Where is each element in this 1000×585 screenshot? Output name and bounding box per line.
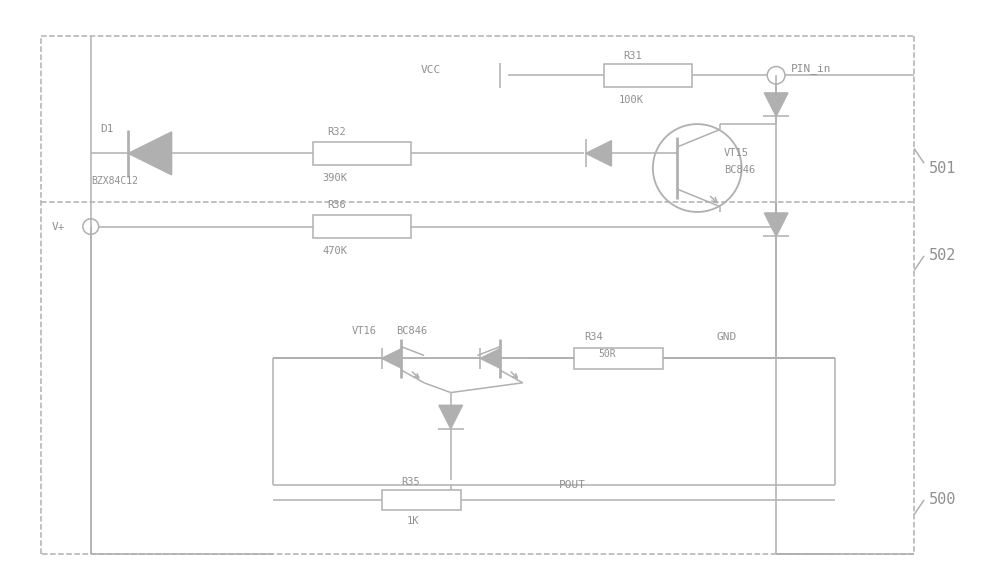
Polygon shape xyxy=(439,405,463,429)
Text: BZX84C12: BZX84C12 xyxy=(91,176,138,185)
Text: 470K: 470K xyxy=(322,246,348,256)
Text: V+: V+ xyxy=(51,222,65,232)
Text: 501: 501 xyxy=(929,160,956,176)
Text: POUT: POUT xyxy=(559,480,586,490)
Text: VT16: VT16 xyxy=(352,326,377,336)
Text: 390K: 390K xyxy=(322,173,348,183)
Polygon shape xyxy=(128,132,172,175)
Text: R35: R35 xyxy=(401,477,420,487)
Polygon shape xyxy=(480,349,500,368)
Text: VT15: VT15 xyxy=(724,149,749,159)
Bar xyxy=(382,490,461,510)
Text: GND: GND xyxy=(717,332,737,342)
Text: 100K: 100K xyxy=(618,95,643,105)
Text: R31: R31 xyxy=(623,51,642,61)
Text: PIN_in: PIN_in xyxy=(791,63,831,74)
Polygon shape xyxy=(382,349,401,368)
Text: BC846: BC846 xyxy=(396,326,428,336)
Bar xyxy=(313,215,411,238)
Text: 500: 500 xyxy=(929,493,956,507)
Text: D1: D1 xyxy=(101,124,114,134)
Polygon shape xyxy=(586,140,611,166)
Bar xyxy=(604,64,692,87)
Text: 502: 502 xyxy=(929,249,956,263)
Text: 1K: 1K xyxy=(406,517,419,526)
Bar xyxy=(313,142,411,164)
Text: BC846: BC846 xyxy=(724,165,755,175)
Text: R34: R34 xyxy=(584,332,603,342)
Polygon shape xyxy=(764,93,788,116)
Text: R32: R32 xyxy=(327,127,346,137)
Polygon shape xyxy=(764,213,788,236)
Text: 50R: 50R xyxy=(599,349,616,359)
Bar xyxy=(574,348,663,369)
Text: VCC: VCC xyxy=(421,66,441,75)
Text: R36: R36 xyxy=(327,200,346,210)
